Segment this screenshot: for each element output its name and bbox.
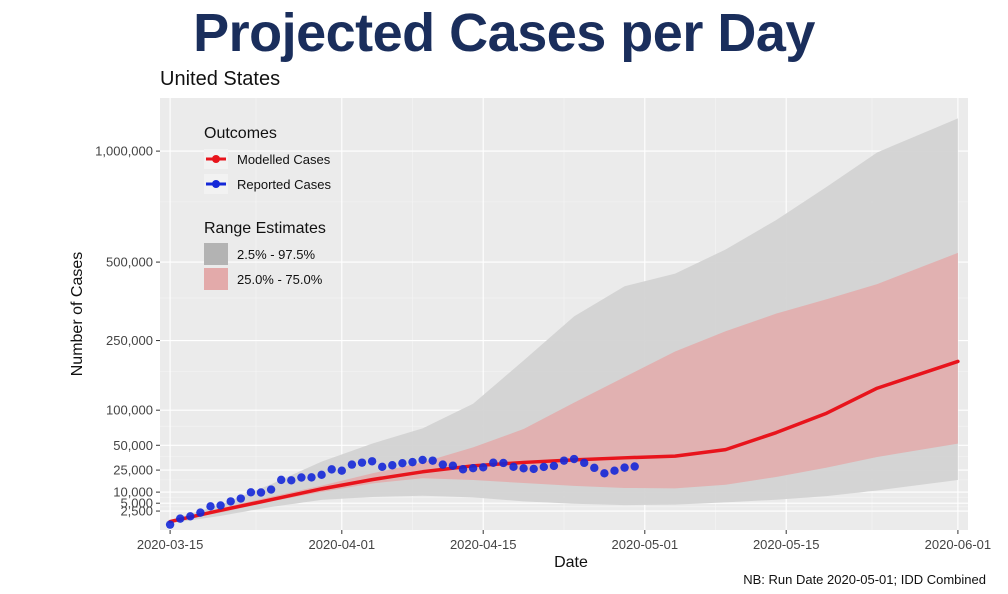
reported-cases-point <box>236 494 245 503</box>
reported-cases-point <box>600 469 609 478</box>
x-tick-label: 2020-04-15 <box>450 537 517 552</box>
reported-cases-point <box>408 457 417 467</box>
chart-subtitle: United States <box>160 68 281 90</box>
reported-cases-point <box>549 461 559 471</box>
x-axis-title: Date <box>554 554 588 571</box>
reported-cases-point <box>479 463 488 472</box>
reported-cases-point <box>620 463 629 472</box>
reported-cases-point <box>176 514 185 523</box>
reported-cases-point <box>256 488 266 497</box>
x-tick-label: 2020-04-01 <box>309 537 376 552</box>
y-tick-label: 250,000 <box>106 333 153 348</box>
modelled-cases-line <box>168 359 960 524</box>
x-axis-ticks: 2020-03-15 2020-04-01 2020-04-15 2020-05-01… <box>137 530 991 552</box>
band-25-75 <box>170 252 958 522</box>
y-tick-label: 25,000 <box>113 463 153 478</box>
legend-outcomes-title: Outcomes <box>204 125 277 142</box>
legend-range-title: Range Estimates <box>204 220 326 237</box>
reported-cases-point <box>529 464 538 474</box>
reported-cases-point <box>590 463 599 473</box>
x-tick-label: 2020-05-15 <box>753 537 820 552</box>
reported-cases-point <box>206 502 215 511</box>
legend-key-reported-dot <box>212 180 220 188</box>
reported-cases-point <box>367 457 377 466</box>
reported-cases-point <box>378 462 387 472</box>
reported-cases-point <box>246 488 256 497</box>
reported-cases-points <box>165 454 639 529</box>
reported-cases-point <box>287 476 296 485</box>
reported-cases-point <box>186 512 195 521</box>
reported-cases-point <box>468 464 478 473</box>
reported-cases-point <box>337 466 346 475</box>
y-tick-label: 50,000 <box>113 438 153 453</box>
y-tick-label: 500,000 <box>106 255 153 270</box>
reported-cases-point <box>165 520 175 529</box>
reported-cases-point <box>297 473 306 482</box>
reported-cases-point <box>458 465 468 474</box>
run-date-footnote: NB: Run Date 2020-05-01; IDD Combined <box>743 572 986 587</box>
reported-cases-point <box>539 462 548 472</box>
y-axis-title: Number of Cases <box>69 252 86 377</box>
y-tick-label: 1,000,000 <box>95 144 153 159</box>
y-tick-label: 10,000 <box>113 485 153 500</box>
reported-cases-point <box>428 456 437 465</box>
reported-cases-point <box>509 462 518 472</box>
reported-cases-point <box>610 466 619 475</box>
legend-label-modelled: Modelled Cases <box>237 152 331 167</box>
reported-cases-point <box>226 497 235 506</box>
legend-key-outer-band <box>204 243 228 265</box>
x-tick-label: 2020-05-01 <box>612 537 679 552</box>
y-tick-label: 5,000 <box>120 496 153 511</box>
reported-cases-point <box>277 475 286 485</box>
reported-cases-point <box>307 473 316 482</box>
y-tick-label: 2,500 <box>120 504 153 519</box>
reported-cases-point <box>580 458 589 468</box>
reported-cases-point <box>266 485 276 494</box>
reported-cases-point <box>630 462 639 471</box>
reported-cases-point <box>418 455 427 465</box>
reported-cases-point <box>347 460 357 469</box>
reported-cases-point <box>489 458 498 467</box>
reported-cases-point <box>519 464 528 473</box>
x-tick-label: 2020-06-01 <box>925 537 992 552</box>
y-tick-label: 100,000 <box>106 403 153 418</box>
legend-label-inner-band: 25.0% - 75.0% <box>237 272 323 287</box>
reported-cases-point <box>388 461 397 470</box>
legend: Outcomes Modelled Cases Reported Cases R… <box>204 125 331 290</box>
reported-cases-point <box>317 470 326 480</box>
x-tick-label: 2020-03-15 <box>137 537 204 552</box>
reported-cases-point <box>438 460 447 469</box>
legend-label-outer-band: 2.5% - 97.5% <box>237 247 315 262</box>
legend-key-modelled-dot <box>212 155 220 163</box>
chart-main-title: Projected Cases per Day <box>193 3 815 63</box>
reported-cases-point <box>448 461 458 470</box>
reported-cases-point <box>559 456 569 465</box>
legend-key-inner-band <box>204 268 228 290</box>
reported-cases-point <box>196 508 205 517</box>
reported-cases-point <box>499 458 508 468</box>
reported-cases-point <box>398 458 407 468</box>
legend-label-reported: Reported Cases <box>237 177 331 192</box>
modelled-cases-line-group <box>168 359 960 524</box>
reported-cases-point <box>357 458 367 467</box>
reported-cases-point <box>216 501 225 510</box>
range-estimate-bands <box>170 118 958 524</box>
reported-cases-point <box>569 454 579 464</box>
reported-cases-point <box>327 465 336 474</box>
